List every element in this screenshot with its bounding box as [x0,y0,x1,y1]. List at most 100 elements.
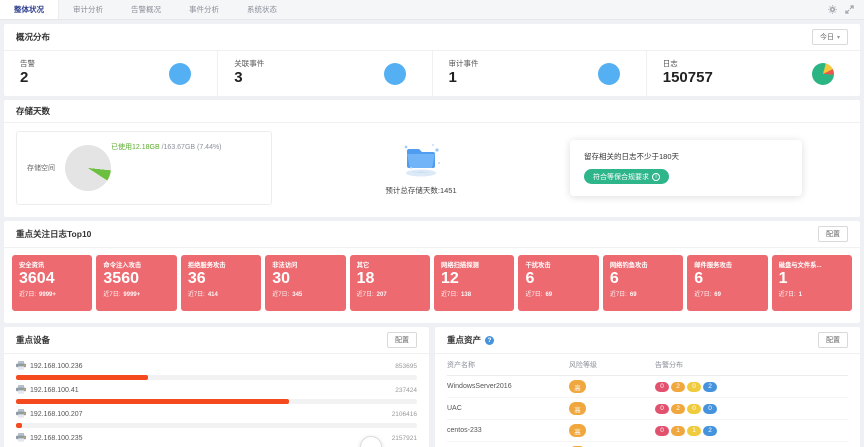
stat-circle-icon [169,62,192,85]
tab-item[interactable]: 系统状态 [233,0,291,19]
stat-value: 1 [448,69,457,86]
top10-card-title: 干扰攻击 [525,262,551,269]
asset-name: WindowsServer2016 [447,383,512,390]
device-count: 2106416 [391,411,417,418]
stat-label: 关联事件 [234,59,265,68]
device-count: 237424 [395,387,417,394]
stat-cell: 告警 2 [4,51,219,96]
storage-total-text: /163.67GB (7.44%) [161,144,222,151]
recent-value: 69 [545,292,553,298]
tab-item[interactable]: 事件分析 [175,0,233,19]
alert-badge-critical: 0 [655,403,669,414]
top10-card[interactable]: 拒绝服务攻击 36 近7日: 414 [180,255,262,311]
col-risk-level: 风险等级 [569,362,597,369]
top10-card-value: 12 [441,270,459,287]
top10-card-title: 安全资讯 [19,262,45,269]
top10-card-recent: 近7日: 9999+ [103,289,169,298]
top10-card-value: 36 [187,270,206,287]
device-row[interactable]: 192.168.100.235 2157921 [16,428,417,447]
tab-item[interactable]: 整体状况 [0,0,59,19]
stat-cell: 关联事件 3 [218,51,433,96]
top10-card[interactable]: 磁盘与文件系... 1 近7日: 1 [771,255,853,311]
gear-icon[interactable] [828,5,837,14]
stat-circle-icon [383,62,406,85]
top10-card[interactable]: 邮件服务攻击 6 近7日: 69 [687,255,768,311]
top10-card[interactable]: 安全资讯 3604 近7日: 9999+ [12,255,93,311]
devices-title: 重点设备 [16,335,51,345]
top10-card-value: 6 [609,270,619,287]
asset-list: WindowsServer2016 高 0 2 0 2 UAC 高 [447,376,848,447]
assets-config-button[interactable]: 配置 [818,332,848,348]
device-row[interactable]: 192.168.100.41 237424 [16,380,417,404]
compliance-badge[interactable]: 符合等保合规要求 i [584,169,669,184]
asset-row[interactable]: Windows7 高 0 1 0 2 [447,442,848,447]
top10-card[interactable]: 其它 18 近7日: 207 [349,255,431,311]
top10-card[interactable]: 非法访问 30 近7日: 345 [265,255,346,311]
device-ip: 192.168.100.235 [30,435,83,442]
top10-card-title: 命令注入攻击 [103,262,142,269]
recent-label: 近7日: [187,292,205,298]
compliance-label: 符合等保合规要求 [593,173,649,181]
stat-cell: 日志 150757 [647,51,860,96]
top10-card[interactable]: 网络钓鱼攻击 6 近7日: 69 [602,255,684,311]
asset-name: UAC [447,405,462,412]
tab-label: 事件分析 [189,5,219,14]
top10-card-title: 非法访问 [272,262,298,269]
tabbar-actions [828,0,864,19]
top10-title: 重点关注日志Top10 [16,229,92,239]
device-row[interactable]: 192.168.100.207 2106416 [16,404,417,428]
recent-value: 345 [292,292,303,298]
recent-value: 1 [798,292,803,298]
recent-value: 207 [376,292,387,298]
top10-card-title: 网络钓鱼攻击 [609,262,648,269]
device-row[interactable]: 192.168.100.236 853695 [16,356,417,380]
top10-card-recent: 近7日: 1 [779,289,845,298]
recent-label: 近7日: [103,292,121,298]
asset-row[interactable]: centos-233 高 0 1 1 2 [447,420,848,442]
top10-card[interactable]: 干扰攻击 6 近7日: 69 [518,255,599,311]
asset-row[interactable]: WindowsServer2016 高 0 2 0 2 [447,376,848,398]
recent-value: 138 [461,292,472,298]
top10-card-title: 磁盘与文件系... [778,262,822,269]
alert-badge-high: 2 [671,381,685,392]
top10-card-recent: 近7日: 207 [357,289,423,298]
top10-config-button[interactable]: 配置 [818,226,848,242]
devices-section: 重点设备 配置 192.168.100.236 853695 [4,327,429,447]
storage-used-text: 已使用12.18GB [111,144,160,151]
storage-pie-chart [65,145,111,191]
alert-badge-critical: 0 [655,425,669,436]
device-bar-track [16,399,417,404]
expand-icon[interactable] [845,5,854,14]
period-dropdown[interactable]: 今日 ▾ [811,29,848,45]
risk-badge: 高 [569,380,586,393]
folder-icon [399,141,443,181]
device-bar-fill [16,399,289,404]
asset-row[interactable]: UAC 高 0 2 0 0 [447,398,848,420]
top10-card-title: 拒绝服务攻击 [187,262,226,269]
top10-card-title: 其它 [356,262,370,269]
top10-card-value: 3560 [103,270,139,287]
top-tab-bar: 整体状况 审计分析 告警概况 事件分析 系统状态 [0,0,864,20]
alert-badge-high: 2 [671,403,685,414]
device-ip: 192.168.100.41 [30,387,79,394]
devices-config-button[interactable]: 配置 [387,332,417,348]
top10-card-value: 6 [525,270,535,287]
recent-label: 近7日: [19,292,37,298]
tab-label: 系统状态 [247,5,277,14]
assets-table-header: 资产名称 风险等级 告警分布 [447,354,848,376]
tab-item[interactable]: 告警概况 [117,0,175,19]
top10-card[interactable]: 命令注入攻击 3560 近7日: 9999+ [96,255,177,311]
asset-name: centos-233 [447,427,482,434]
retention-card: 留存相关的日志不少于180天 符合等保合规要求 i [570,140,802,196]
top10-card[interactable]: 网络扫描探测 12 近7日: 138 [434,255,515,311]
question-circle-icon[interactable]: ? [485,335,495,345]
top10-card-value: 3604 [19,270,55,287]
risk-badge: 高 [569,402,586,415]
recent-label: 近7日: [609,292,627,298]
alert-badge-medium: 0 [687,381,701,392]
alert-badge-high: 1 [671,425,685,436]
tab-item[interactable]: 审计分析 [59,0,117,19]
top10-card-title: 网络扫描探测 [441,262,479,269]
top10-cards: 安全资讯 3604 近7日: 9999+ 命令注入攻击 3560 近7日: 9999… [4,248,860,323]
device-icon [16,409,26,420]
